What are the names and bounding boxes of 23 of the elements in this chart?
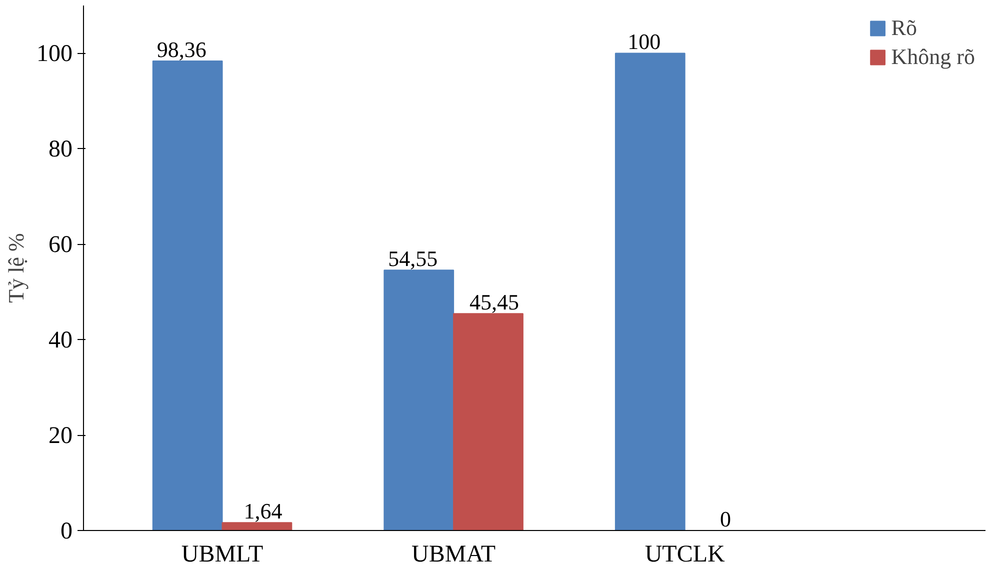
- y-tick-label: 80: [48, 136, 72, 163]
- x-tick-label: UBMLT: [181, 542, 264, 568]
- y-tick-label: 60: [48, 232, 72, 258]
- y-tick-label: 0: [60, 518, 72, 544]
- y-tick-label: 40: [48, 328, 72, 354]
- y-axis-title: Tỷ lệ %: [4, 233, 28, 303]
- x-tick-label: UBMAT: [412, 542, 496, 568]
- data-label: 1,64: [244, 498, 282, 524]
- data-label: 45,45: [469, 290, 519, 315]
- y-tick-label: 20: [48, 423, 72, 450]
- bar: [614, 52, 686, 530]
- bar: [152, 60, 223, 530]
- bar: [384, 270, 454, 530]
- y-tick-label: 100: [36, 41, 72, 68]
- data-label: 100: [628, 29, 661, 54]
- x-tick-label: UTCLK: [644, 542, 726, 568]
- legend-label: Rõ: [891, 15, 917, 41]
- data-label: 54,55: [388, 246, 438, 272]
- bar: [222, 522, 292, 530]
- data-label: 0: [720, 506, 732, 532]
- data-label: 98,36: [156, 37, 206, 62]
- legend-label: Không rõ: [891, 44, 975, 70]
- bar: [453, 313, 524, 530]
